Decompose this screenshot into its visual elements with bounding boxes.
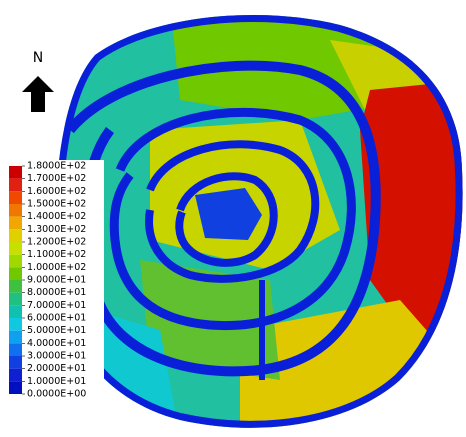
color-band <box>9 369 22 382</box>
tick-label: 6.0000E+01 <box>27 313 86 324</box>
color-band <box>9 242 22 255</box>
tick-label: 1.7000E+02 <box>27 173 86 184</box>
color-band <box>9 179 22 192</box>
color-band <box>9 381 22 394</box>
tick-label: 7.0000E+01 <box>27 300 86 311</box>
tick-label: 1.3000E+02 <box>27 224 86 235</box>
chart: N 1.8000E+021.7000E+02 1.6000E+02 1.5000E+… <box>0 0 466 437</box>
color-band <box>9 217 22 230</box>
tick-label: 1.5000E+02 <box>27 199 86 210</box>
color-band <box>9 191 22 204</box>
tick-label: 1.4000E+02 <box>27 211 86 222</box>
color-band <box>9 293 22 306</box>
tick-label: 4.0000E+01 <box>27 338 86 349</box>
tick-label: 1.0000E+01 <box>27 376 86 387</box>
color-band <box>9 305 22 318</box>
north-arrow: N <box>22 50 54 112</box>
color-band <box>9 255 22 268</box>
tick-label: 2.0000E+01 <box>27 363 86 374</box>
tick-label: 1.2000E+02 <box>27 237 86 248</box>
tick-label: 1.8000E+02 <box>27 161 86 172</box>
tick-label: 9.0000E+01 <box>27 275 86 286</box>
arrow <box>22 76 54 112</box>
tick-label: 8.0000E+01 <box>27 287 86 298</box>
color-band <box>9 318 22 331</box>
tick-label: 0.0000E+00 <box>27 389 86 400</box>
tick-label: 1.6000E+02 <box>27 186 86 197</box>
color-band <box>9 331 22 344</box>
color-band <box>9 166 22 179</box>
tick-label: 3.0000E+01 <box>27 351 86 362</box>
north-label: N <box>33 50 43 66</box>
color-band <box>9 229 22 242</box>
color-band <box>9 343 22 356</box>
color-band <box>9 267 22 280</box>
color-band <box>9 204 22 217</box>
tick-label: 1.1000E+02 <box>27 249 86 260</box>
color-band <box>9 280 22 293</box>
color-band <box>9 356 22 369</box>
tick-label: 5.0000E+01 <box>27 325 86 336</box>
tick-label: 1.0000E+02 <box>27 262 86 273</box>
